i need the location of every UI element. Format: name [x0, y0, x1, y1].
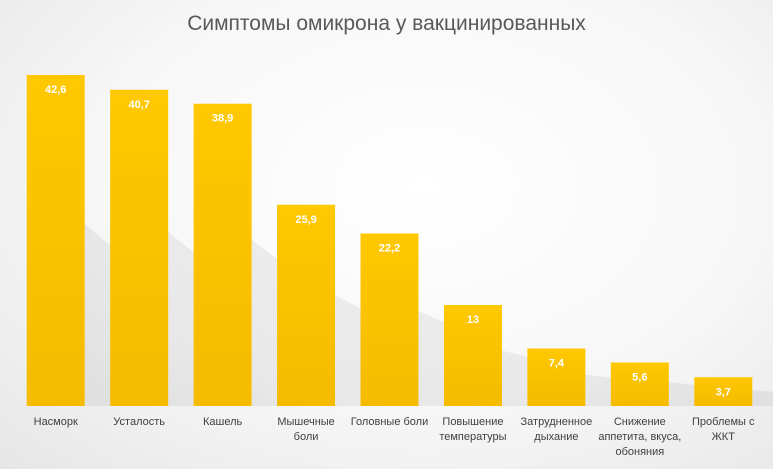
category-label-6: Повышение температуры — [439, 416, 506, 443]
bar-9 — [694, 377, 753, 406]
bar-5 — [360, 233, 419, 406]
data-label-8: 5,6 — [632, 371, 647, 383]
data-label-2: 40,7 — [128, 99, 149, 111]
bar-4 — [277, 204, 336, 406]
data-label-5: 22,2 — [379, 243, 400, 255]
category-label-7: Затрудненное дыхание — [521, 416, 593, 443]
data-label-4: 25,9 — [295, 214, 316, 226]
category-label-9: Проблемы с ЖКТ — [692, 416, 755, 443]
bar-1 — [26, 75, 85, 406]
data-label-1: 42,6 — [45, 84, 66, 96]
category-label-5: Головные боли — [351, 416, 429, 428]
data-label-7: 7,4 — [549, 358, 565, 370]
category-label-2: Усталость — [113, 416, 165, 428]
bar-2 — [110, 89, 169, 406]
data-label-9: 3,7 — [716, 386, 731, 398]
bar-3 — [193, 103, 252, 406]
category-label-1: Насморк — [34, 416, 78, 428]
category-label-4: Мышечные боли — [277, 416, 334, 443]
bar-shadow — [752, 390, 773, 406]
category-label-3: Кашель — [203, 416, 243, 428]
bar-7 — [527, 348, 586, 406]
chart-title: Симптомы омикрона у вакцинированных — [187, 12, 586, 35]
category-label-8: Снижение аппетита, вкуса, обоняния — [598, 416, 681, 458]
data-label-3: 38,9 — [212, 113, 233, 125]
bar-6 — [443, 304, 502, 406]
bar-8 — [610, 362, 669, 406]
data-label-6: 13 — [467, 314, 479, 326]
